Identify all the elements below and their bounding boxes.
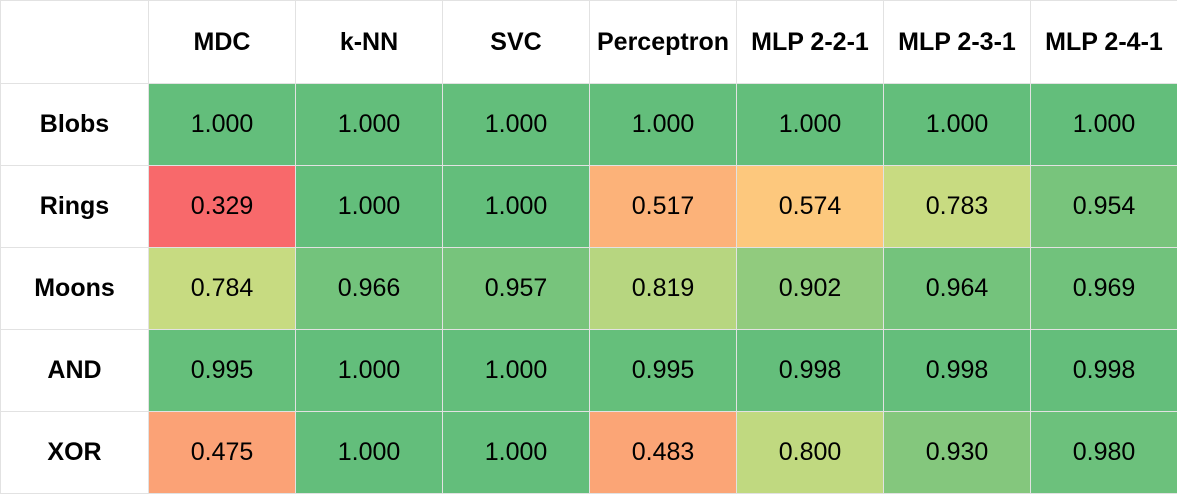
- row-header-moons: Moons: [1, 248, 149, 330]
- row-header-rings: Rings: [1, 166, 149, 248]
- row-header-xor: XOR: [1, 412, 149, 494]
- column-header-knn: k-NN: [296, 1, 443, 84]
- heatmap-cell: 0.966: [296, 248, 443, 330]
- column-header-svc: SVC: [443, 1, 590, 84]
- heatmap-cell: 0.969: [1031, 248, 1177, 330]
- heatmap-cell: 0.998: [737, 330, 884, 412]
- column-header-mlp-221: MLP 2-2-1: [737, 1, 884, 84]
- heatmap-cell: 1.000: [590, 84, 737, 166]
- heatmap-cell: 1.000: [296, 412, 443, 494]
- row-header-and: AND: [1, 330, 149, 412]
- heatmap-cell: 1.000: [884, 84, 1031, 166]
- column-header-mlp-241: MLP 2-4-1: [1031, 1, 1177, 84]
- heatmap-cell: 0.784: [149, 248, 296, 330]
- heatmap-cell: 1.000: [737, 84, 884, 166]
- table-row: XOR 0.475 1.000 1.000 0.483 0.800 0.930 …: [1, 412, 1177, 494]
- heatmap-cell: 1.000: [443, 412, 590, 494]
- heatmap-cell: 0.980: [1031, 412, 1177, 494]
- heatmap-cell: 1.000: [296, 166, 443, 248]
- heatmap-cell: 0.800: [737, 412, 884, 494]
- table-row: Moons 0.784 0.966 0.957 0.819 0.902 0.96…: [1, 248, 1177, 330]
- heatmap-cell: 0.517: [590, 166, 737, 248]
- heatmap-cell: 0.957: [443, 248, 590, 330]
- corner-cell: [1, 1, 149, 84]
- heatmap-cell: 0.964: [884, 248, 1031, 330]
- column-header-mdc: MDC: [149, 1, 296, 84]
- row-header-blobs: Blobs: [1, 84, 149, 166]
- heatmap-cell: 0.819: [590, 248, 737, 330]
- heatmap-cell: 0.574: [737, 166, 884, 248]
- heatmap-cell: 0.902: [737, 248, 884, 330]
- column-header-perceptron: Perceptron: [590, 1, 737, 84]
- table-row: Blobs 1.000 1.000 1.000 1.000 1.000 1.00…: [1, 84, 1177, 166]
- heatmap-cell: 1.000: [296, 330, 443, 412]
- header-row: MDC k-NN SVC Perceptron MLP 2-2-1 MLP 2-…: [1, 1, 1177, 84]
- table-row: AND 0.995 1.000 1.000 0.995 0.998 0.998 …: [1, 330, 1177, 412]
- column-header-mlp-231: MLP 2-3-1: [884, 1, 1031, 84]
- heatmap-cell: 1.000: [149, 84, 296, 166]
- heatmap-cell: 1.000: [443, 84, 590, 166]
- heatmap-cell: 0.329: [149, 166, 296, 248]
- heatmap-cell: 1.000: [296, 84, 443, 166]
- heatmap-cell: 0.998: [884, 330, 1031, 412]
- heatmap-cell: 0.930: [884, 412, 1031, 494]
- table-row: Rings 0.329 1.000 1.000 0.517 0.574 0.78…: [1, 166, 1177, 248]
- heatmap-cell: 0.998: [1031, 330, 1177, 412]
- heatmap-cell: 1.000: [1031, 84, 1177, 166]
- heatmap-cell: 0.995: [149, 330, 296, 412]
- heatmap-cell: 0.954: [1031, 166, 1177, 248]
- heatmap-cell: 1.000: [443, 330, 590, 412]
- heatmap-cell: 0.483: [590, 412, 737, 494]
- heatmap-cell: 0.783: [884, 166, 1031, 248]
- heatmap-cell: 0.475: [149, 412, 296, 494]
- heatmap-cell: 1.000: [443, 166, 590, 248]
- heatmap-cell: 0.995: [590, 330, 737, 412]
